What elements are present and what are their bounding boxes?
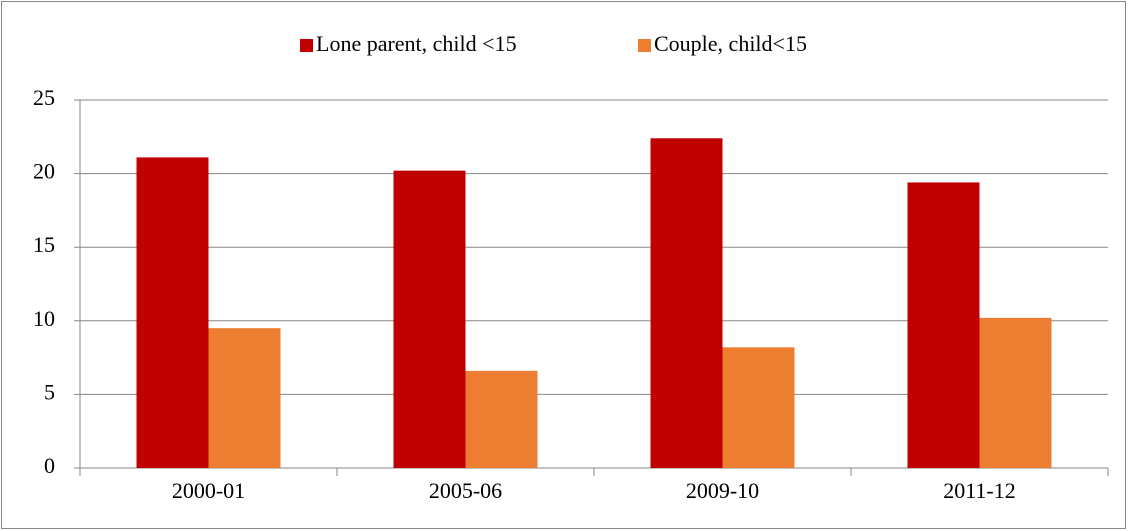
y-tick-label: 5 <box>44 379 55 404</box>
x-tick-label: 2000-01 <box>172 478 245 503</box>
bar <box>393 170 466 468</box>
legend-label: Lone parent, child <15 <box>316 31 517 56</box>
legend-label: Couple, child<15 <box>654 31 807 56</box>
x-tick-label: 2009-10 <box>686 478 759 503</box>
bar <box>979 317 1052 468</box>
bar <box>136 157 209 468</box>
legend-swatch <box>638 39 651 52</box>
y-tick-label: 0 <box>44 453 55 478</box>
y-tick-label: 20 <box>33 159 55 184</box>
bar <box>465 370 538 468</box>
bar <box>650 138 723 468</box>
bar <box>907 182 980 468</box>
y-tick-label: 15 <box>33 232 55 257</box>
x-tick-label: 2005-06 <box>429 478 502 503</box>
y-tick-label: 25 <box>33 85 55 110</box>
bar <box>208 328 281 468</box>
x-tick-label: 2011-12 <box>943 478 1016 503</box>
legend-swatch <box>300 39 313 52</box>
bar <box>722 347 795 468</box>
y-tick-label: 10 <box>33 306 55 331</box>
